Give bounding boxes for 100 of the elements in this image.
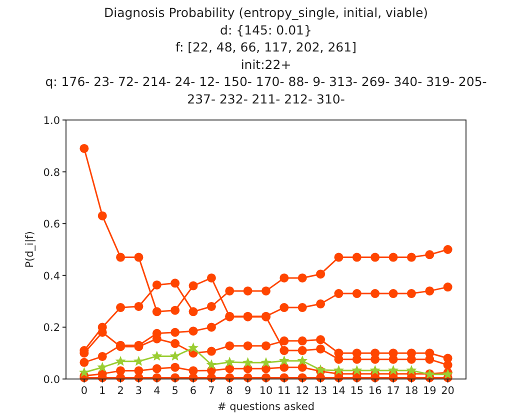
point [78,367,90,377]
point [334,252,344,262]
point [443,354,452,363]
point [297,355,308,366]
x-tick-label: 20 [441,385,455,397]
point [152,280,162,290]
y-tick-label: 0.0 [43,374,60,386]
point [97,362,108,372]
point [206,322,216,332]
x-tick-label: 9 [244,385,252,397]
point [316,335,326,344]
chart-title: Diagnosis Probability (entropy_single, initial, viable) d: {145: 0.01} f: [22, 48, 66, 117, 202, 261] init:22+ q: 176- 23- 72- 214- 24- 12- 150- 170- 88- 9- 313- 269- 340- 319- 205- 237- 232- 211- 212- 310- [45,5,487,106]
point [224,356,235,367]
point [425,250,434,260]
x-tick-label: 4 [154,385,161,397]
point [298,303,307,312]
x-tick-label: 13 [314,385,328,397]
point [80,144,89,153]
x-tick-label: 12 [296,385,310,397]
point [262,286,270,296]
point [388,252,398,262]
point [170,362,180,372]
point [133,356,144,366]
x-tick-label: 0 [80,385,88,397]
point [388,364,399,375]
x-tick-label: 18 [404,385,418,397]
point [188,307,198,316]
point [370,289,380,298]
y-axis-title: P(d_i|f) [24,231,36,268]
point [280,336,289,346]
point [134,252,144,262]
point [206,359,217,370]
x-tick-label: 10 [259,385,273,397]
point [298,336,307,346]
point [225,341,234,350]
x-tick-label: 3 [135,385,142,397]
point [116,252,126,262]
x-tick-label: 8 [226,385,233,397]
point [352,289,362,298]
x-tick-label: 14 [332,385,346,397]
point [298,273,307,282]
point [188,326,198,336]
point [262,341,270,350]
point [406,364,417,375]
point [206,346,216,356]
point [206,273,216,282]
y-tick-label: 0.8 [43,166,60,179]
point [188,281,198,290]
point [98,211,107,220]
point [406,252,416,262]
point [388,289,398,298]
x-tick-label: 19 [422,385,436,397]
point [316,270,326,279]
point [278,355,290,366]
point [443,245,452,254]
point [316,344,326,354]
point [170,339,180,348]
point [316,299,326,308]
x-tick-label: 1 [99,385,106,397]
point [298,346,307,356]
x-tick-label: 16 [368,385,382,397]
point [170,350,180,361]
point [406,289,416,298]
x-tick-label: 6 [190,385,197,397]
point [334,289,344,298]
point [98,352,107,361]
point [115,356,126,366]
y-tick-label: 0.6 [43,218,60,231]
x-tick-label: 7 [208,385,215,397]
point [243,341,252,350]
point [352,252,362,262]
point [170,306,180,315]
point [315,364,326,374]
point [152,350,162,361]
x-tick-label: 15 [350,385,364,397]
point [225,286,234,296]
point [170,328,180,337]
point [134,302,144,311]
point [152,364,162,374]
point [206,302,216,311]
x-tick-label: 5 [172,385,178,397]
point [333,364,344,375]
point [370,252,380,262]
x-tick-label: 11 [277,385,291,397]
point [370,364,380,375]
point [80,358,89,367]
point [352,364,362,375]
point [425,286,434,296]
x-tick-label: 2 [117,385,124,397]
point [280,346,289,356]
point [188,342,199,352]
x-tick-label: 17 [386,385,400,397]
point [260,357,272,368]
y-tick-label: 0.4 [43,270,60,282]
point [242,357,254,368]
y-tick-label: 0.2 [43,322,60,334]
point [152,307,162,316]
point [170,278,180,288]
point [243,286,252,296]
point [280,273,289,282]
